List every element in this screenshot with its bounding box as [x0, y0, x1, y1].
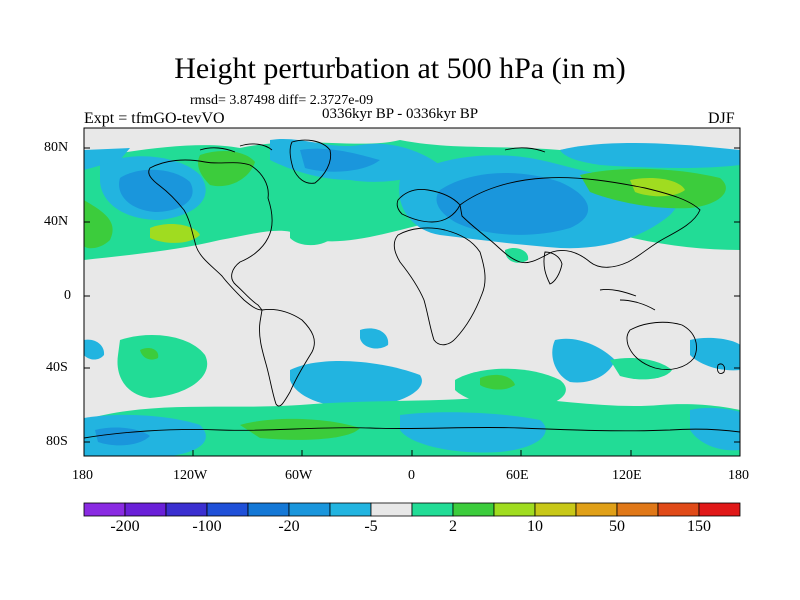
coast-arctic-islands — [199, 143, 546, 153]
period-label: 0336kyr BP - 0336kyr BP — [322, 106, 479, 122]
colorbar — [83, 502, 741, 517]
lat-ticks — [84, 147, 740, 443]
coast-asia — [459, 177, 701, 268]
contour-lightblue-south-2 — [290, 360, 422, 408]
lon-label-120e: 120E — [612, 468, 642, 483]
colorbar-swatch — [616, 502, 659, 517]
contour-lightblue-west — [84, 148, 130, 170]
colorbar-label: 2 — [449, 518, 457, 535]
colorbar-swatch — [534, 502, 577, 517]
contour-lightblue-antarctic-3 — [690, 407, 740, 451]
contour-teal-tropic-1 — [290, 221, 335, 246]
lat-label-40s: 40S — [46, 360, 68, 375]
contour-lightblue-south-1 — [84, 339, 105, 360]
coast-indonesia — [599, 289, 656, 311]
lon-label-0: 0 — [408, 468, 415, 483]
colorbar-swatch — [206, 502, 249, 517]
colorbar-swatch — [83, 502, 126, 517]
coast-south-america — [259, 309, 315, 407]
coast-europe — [396, 189, 461, 223]
colorbar-swatch — [124, 502, 167, 517]
contour-lightblue-antarctic-2 — [400, 412, 546, 453]
contour-yellow-2 — [150, 224, 200, 243]
colorbar-swatch — [452, 502, 495, 517]
lon-ticks — [83, 450, 741, 456]
coast-india — [543, 251, 563, 285]
lon-label-180w: 180 — [72, 468, 93, 483]
contour-lightblue-south-3 — [552, 338, 615, 383]
coast-australia — [626, 321, 697, 370]
colorbar-swatch — [288, 502, 331, 517]
lat-label-0: 0 — [64, 288, 71, 303]
contour-yellow-1 — [630, 178, 685, 197]
lat-label-40n: 40N — [44, 214, 69, 229]
colorbar-swatch — [370, 502, 413, 517]
coast-greenland — [289, 139, 332, 184]
coastlines — [84, 139, 740, 439]
colorbar-label: 150 — [687, 518, 711, 535]
contour-lightblue-north-4 — [560, 143, 740, 169]
lon-label-180e: 180 — [728, 468, 749, 483]
colorbar-swatch — [165, 502, 208, 517]
lat-label-80n: 80N — [44, 140, 69, 155]
contour-deepblue-3 — [300, 148, 380, 172]
contour-green-2 — [84, 200, 113, 249]
colorbar-swatch — [575, 502, 618, 517]
colorbar-label: -200 — [110, 518, 140, 535]
lat-label-80s: 80S — [46, 434, 68, 449]
coast-antarctica — [84, 426, 740, 439]
contour-lightblue-tropic — [360, 328, 389, 349]
colorbar-swatch — [698, 502, 741, 517]
colorbar-label: -20 — [278, 518, 300, 535]
contour-teal-tropic-2 — [505, 248, 529, 263]
colorbar-label: 50 — [609, 518, 625, 535]
colorbar-swatch — [657, 502, 700, 517]
lon-label-60e: 60E — [506, 468, 529, 483]
contour-deepblue-1 — [119, 169, 193, 212]
contour-teal-south-2 — [610, 358, 672, 380]
contour-lightblue-south-4 — [690, 337, 740, 371]
lon-label-60w: 60W — [285, 468, 313, 483]
colorbar-label: -100 — [192, 518, 222, 535]
contour-green-south-2 — [480, 374, 515, 390]
page-title: Height perturbation at 500 hPa (in m) — [174, 52, 626, 85]
colorbar-label: 10 — [527, 518, 543, 535]
contour-green-3 — [198, 150, 255, 187]
season-label: DJF — [708, 110, 735, 127]
colorbar-swatch — [329, 502, 372, 517]
coast-africa — [393, 227, 486, 346]
colorbar-swatch — [493, 502, 536, 517]
colorbar-label: -5 — [364, 518, 378, 535]
colorbar-swatch — [411, 502, 454, 517]
colorbar-swatch — [247, 502, 290, 517]
coast-north-america — [148, 159, 273, 311]
contour-deepblue-2 — [436, 172, 589, 235]
lon-label-120w: 120W — [173, 468, 208, 483]
coast-new-zealand — [717, 363, 725, 375]
contour-green-antarctic — [240, 418, 360, 440]
stats-label: rmsd= 3.87498 diff= 2.3727e-09 — [190, 93, 374, 108]
contour-green-south-1 — [140, 347, 159, 360]
experiment-label: Expt = tfmGO-tevVO — [84, 110, 225, 127]
contour-field — [84, 128, 740, 456]
contour-teal-south-1 — [117, 335, 208, 398]
